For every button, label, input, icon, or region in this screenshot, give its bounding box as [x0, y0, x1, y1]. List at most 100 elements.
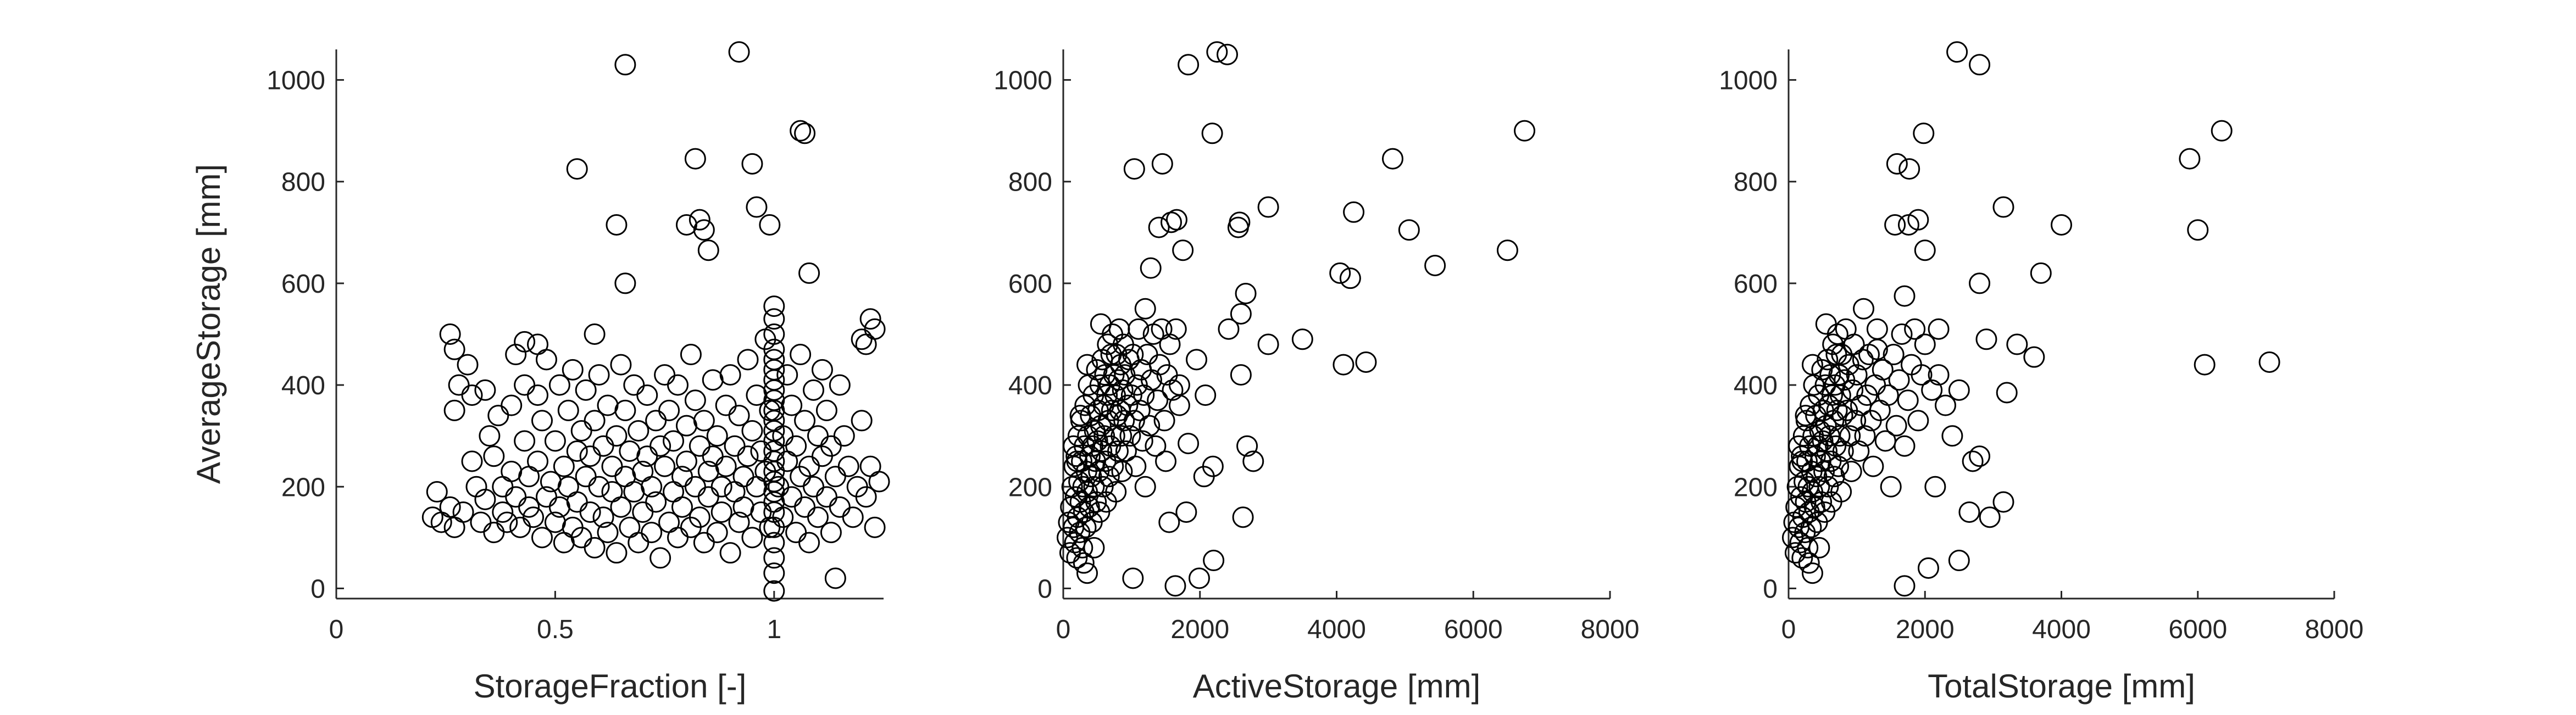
data-point — [1828, 455, 1850, 477]
data-point — [710, 501, 732, 523]
data-point — [1339, 267, 1361, 289]
data-point — [1201, 122, 1223, 144]
x-tick-label: 0 — [329, 615, 344, 644]
data-point — [1798, 552, 1820, 574]
data-point — [1134, 298, 1156, 320]
data-point — [1092, 476, 1114, 498]
data-point — [1168, 374, 1190, 396]
data-point — [663, 481, 685, 503]
data-point — [505, 486, 527, 508]
data-point — [1096, 384, 1118, 406]
data-point — [1203, 550, 1225, 572]
data-point — [1872, 359, 1894, 381]
y-axis-label: AverageStorage [mm] — [190, 164, 227, 484]
data-point — [2179, 148, 2201, 170]
data-point — [1979, 506, 2001, 528]
data-point — [1111, 461, 1133, 483]
data-point — [553, 455, 575, 477]
data-point — [1781, 527, 1803, 549]
data-point — [645, 410, 667, 432]
data-point — [443, 516, 465, 538]
data-point — [1975, 328, 1997, 350]
data-point — [728, 405, 750, 427]
data-point — [807, 425, 829, 447]
data-point — [689, 209, 710, 231]
y-tick-label: 600 — [281, 270, 325, 299]
data-point — [715, 394, 737, 416]
data-point — [509, 516, 531, 538]
data-point — [1948, 550, 1970, 572]
data-point — [1801, 354, 1823, 376]
y-tick-label: 800 — [1008, 168, 1052, 197]
data-point — [1815, 415, 1837, 437]
data-point — [1148, 216, 1170, 238]
data-point — [1129, 399, 1151, 421]
data-point — [562, 359, 584, 381]
data-point — [2258, 351, 2280, 373]
data-point — [693, 410, 715, 432]
data-point — [710, 476, 732, 498]
data-point — [763, 295, 785, 317]
data-point — [1898, 158, 1920, 180]
data-point — [1883, 344, 1905, 366]
data-point — [2187, 219, 2209, 241]
data-point — [855, 486, 877, 508]
data-point — [746, 196, 768, 218]
data-point — [868, 471, 890, 493]
data-point — [2023, 346, 2045, 368]
y-tick-label: 400 — [281, 371, 325, 400]
data-point — [1189, 567, 1211, 589]
data-point — [619, 440, 641, 462]
y-tick-label: 1000 — [1719, 66, 1778, 96]
data-point — [667, 527, 689, 549]
data-point — [1877, 384, 1899, 406]
data-point — [1914, 333, 1936, 355]
data-point — [649, 547, 671, 569]
data-point — [452, 501, 474, 523]
data-point — [448, 374, 470, 396]
y-tick-label: 600 — [1734, 270, 1778, 299]
data-point — [1907, 410, 1929, 432]
axis-ticks: 0 0.5 1 0 200 400 600 800 1000 — [267, 49, 884, 644]
data-point — [1230, 364, 1252, 386]
data-point — [523, 506, 545, 528]
y-tick-label: 400 — [1734, 371, 1778, 400]
data-point — [501, 461, 523, 483]
data-point — [439, 323, 461, 345]
x-tick-label: 0.5 — [537, 615, 574, 644]
data-point — [474, 379, 496, 401]
data-point — [514, 331, 536, 353]
data-point — [1866, 318, 1888, 340]
data-point — [763, 580, 785, 602]
data-points — [1056, 41, 1536, 597]
data-point — [1888, 369, 1910, 391]
data-point — [474, 488, 496, 510]
data-point — [1992, 491, 2014, 513]
x-tick-label: 6000 — [2168, 615, 2227, 644]
data-point — [597, 394, 619, 416]
data-point — [837, 455, 859, 477]
data-point — [645, 491, 667, 513]
data-point — [614, 466, 636, 488]
data-point — [1076, 562, 1098, 584]
data-point — [470, 511, 492, 533]
data-point — [1784, 542, 1806, 564]
data-point — [1891, 323, 1913, 345]
data-point — [1343, 201, 1365, 223]
data-point — [461, 384, 483, 406]
data-point — [527, 384, 549, 406]
data-point — [1165, 318, 1187, 340]
data-point — [684, 148, 706, 170]
data-point — [606, 214, 628, 236]
y-tick-label: 600 — [1008, 270, 1052, 299]
data-point — [1069, 405, 1091, 427]
data-point — [492, 476, 514, 498]
data-point — [614, 54, 636, 76]
x-tick-label: 2000 — [1896, 615, 1955, 644]
data-point — [1105, 481, 1127, 503]
data-point — [1946, 41, 1968, 63]
data-point — [1880, 476, 1902, 498]
data-point — [763, 562, 785, 584]
x-tick-label: 8000 — [1581, 615, 1640, 644]
data-point — [1333, 354, 1354, 376]
